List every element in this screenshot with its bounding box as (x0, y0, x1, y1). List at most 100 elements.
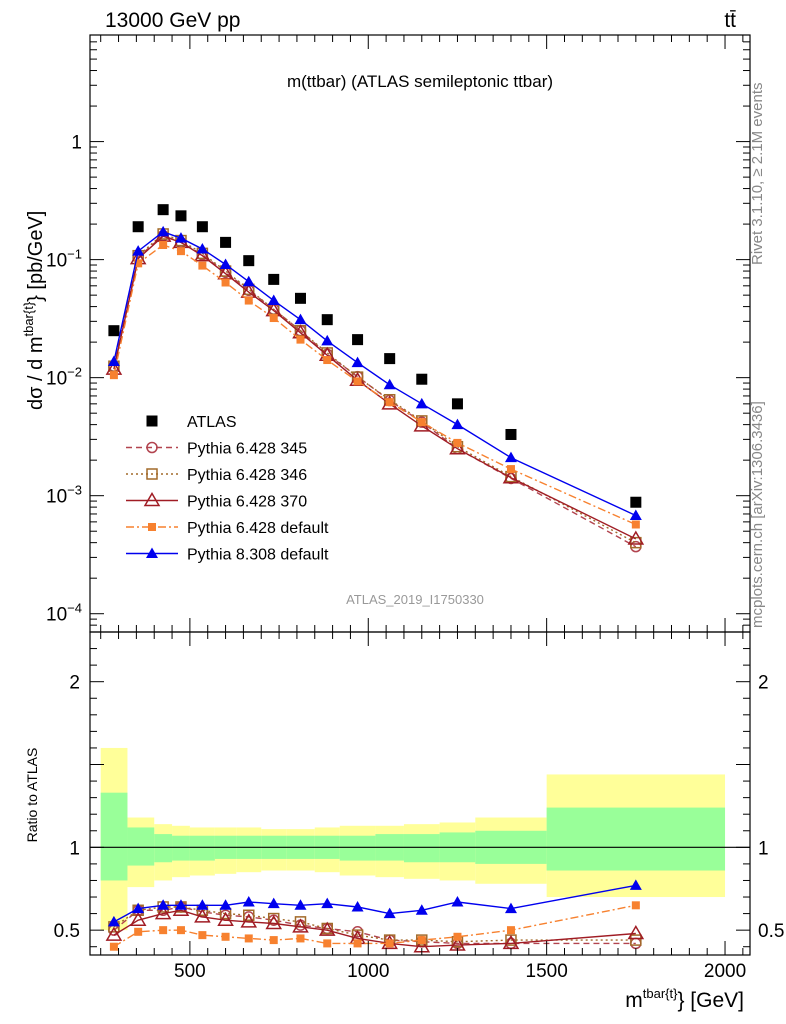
inner-band-bin (100, 792, 128, 881)
ratio-point (353, 939, 362, 948)
series-pythia-8-308-default (107, 225, 642, 520)
main-y-axis-label: dσ / d mtbar{t}} [pb/GeV] (21, 211, 47, 410)
data-point (269, 314, 278, 323)
data-point (630, 536, 642, 549)
ratio-point (294, 899, 307, 910)
inner-band-bin (546, 807, 726, 871)
ratio-point (630, 934, 642, 946)
ratio-point (217, 911, 234, 926)
data-point (219, 258, 232, 269)
ratio-series-pythia-6-428-default (109, 901, 640, 951)
data-point (159, 241, 168, 250)
data-point (321, 314, 333, 326)
ratio-point (243, 909, 255, 921)
data-point (242, 275, 255, 287)
ratio-series-layer (105, 879, 645, 953)
series-line (113, 233, 637, 544)
ratio-y-tick-label-right: 0.5 (758, 921, 784, 942)
data-point (451, 418, 464, 430)
x-tick-label: 1000 (347, 961, 389, 982)
data-point (630, 496, 642, 508)
inner-band-bin (127, 827, 155, 866)
x-tick-label: 1500 (526, 961, 568, 982)
series-line (113, 235, 637, 540)
legend-entry: Pythia 6.428 346 (126, 467, 307, 484)
data-point (415, 397, 428, 409)
ratio-point (451, 895, 464, 907)
ratio-point (292, 918, 309, 933)
legend-marker (146, 468, 158, 480)
inner-band-bin (172, 835, 190, 861)
data-point (176, 247, 185, 256)
plot-title: m(ttbar) (ATLAS semileptonic ttbar) (287, 72, 553, 91)
data-point (505, 428, 517, 440)
legend-entry: ATLAS (146, 414, 237, 431)
ratio-point (321, 897, 334, 909)
y-tick-label: 10−4 (46, 601, 82, 626)
ratio-uncertainty-bands (90, 747, 750, 931)
ratio-point (385, 939, 394, 948)
ratio-line (113, 904, 636, 948)
legend-label: Pythia 8.308 default (187, 547, 329, 564)
ratio-point (631, 901, 640, 910)
legend-marker (146, 415, 158, 427)
ratio-point (267, 897, 280, 909)
data-point (353, 377, 362, 386)
legend-label: Pythia 6.428 370 (187, 494, 307, 511)
ratio-point (318, 921, 336, 936)
main-axes: 10−4 10−3 10−2 10−1 1 (46, 34, 751, 633)
ratio-y-tick-label-right: 1 (758, 838, 769, 859)
ratio-frame (89, 631, 751, 956)
ratio-point (383, 907, 396, 919)
legend-entry: Pythia 8.308 default (126, 547, 329, 564)
legend-label: Pythia 6.428 default (187, 520, 329, 537)
data-point (506, 465, 515, 474)
ratio-point (296, 934, 305, 943)
legend-entry: Pythia 6.428 370 (126, 492, 307, 511)
data-point (631, 520, 640, 529)
data-point (157, 225, 170, 237)
ratio-point (415, 904, 428, 915)
series-atlas (108, 204, 642, 508)
ratio-point (627, 924, 645, 940)
ratio-point (109, 942, 118, 951)
data-point (108, 325, 120, 337)
y-tick-label: 10−1 (46, 247, 82, 272)
x-tick-label: 2000 (704, 961, 746, 982)
ratio-point (351, 900, 364, 912)
data-point (416, 373, 428, 385)
y-axis-label-text: dσ / d mtbar{t}} [pb/GeV] (21, 211, 47, 410)
ratio-point (629, 879, 642, 890)
ratio-point (221, 932, 230, 941)
data-point (175, 210, 187, 222)
y-tick-label: 1 (71, 133, 82, 154)
header-left: 13000 GeV pp (105, 9, 240, 32)
ratio-point (107, 915, 120, 927)
analysis-watermark: ATLAS_2019_I1750330 (346, 592, 484, 607)
ratio-point (129, 911, 147, 926)
legend-label: Pythia 6.428 345 (187, 441, 307, 458)
ratio-point (244, 934, 253, 943)
ratio-point (504, 902, 517, 914)
data-point (267, 294, 280, 306)
ratio-point (323, 939, 332, 948)
ratio-point (242, 895, 255, 907)
data-point (132, 221, 144, 233)
ratio-y-axis-label: Ratio to ATLAS (24, 748, 40, 843)
data-point (296, 335, 305, 344)
data-point (451, 398, 463, 410)
inner-band-bin (189, 835, 215, 861)
data-point (157, 204, 169, 216)
data-point (174, 232, 187, 243)
legend-marker (146, 547, 158, 558)
ratio-y-tick-label-right: 2 (758, 673, 769, 694)
data-point (294, 313, 307, 325)
ratio-point (134, 927, 143, 936)
data-point (384, 353, 396, 365)
ratio-line (113, 906, 636, 945)
ratio-point (132, 902, 145, 914)
mcplots-label: mcplots.cern.ch [arXiv:1306.3436] (749, 401, 766, 628)
ratio-point (196, 899, 209, 910)
ratio-line (113, 884, 636, 923)
